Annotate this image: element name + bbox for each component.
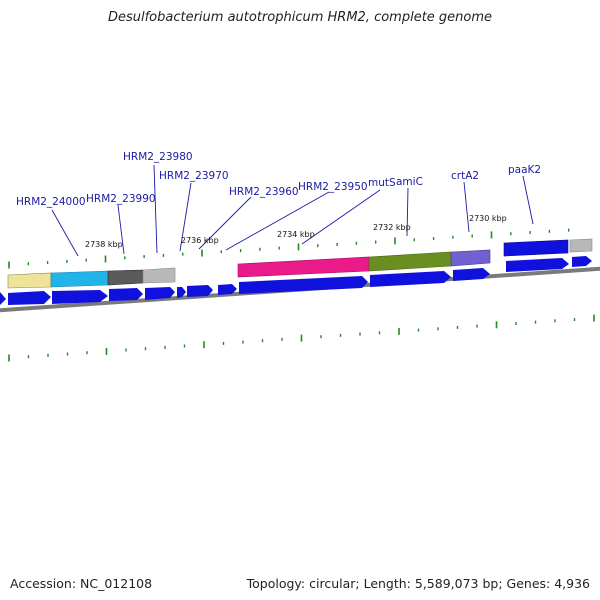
cds-arrow[interactable] [8,291,51,305]
outer-ruler-ticks [8,314,595,362]
leader-line [522,175,534,225]
gene-label[interactable]: HRM2_23970 [159,170,229,182]
leader-line [51,209,79,257]
leader-line [406,187,409,237]
feature-bar-olive[interactable] [368,251,452,272]
feature-bar-khaki[interactable] [7,272,52,289]
cds-arrow[interactable] [145,287,175,300]
gene-label[interactable]: paaK2 [508,164,541,176]
gene-label[interactable]: HRM2_23960 [229,186,299,198]
ruler-labels: 2738 kbp 2736 kbp 2734 kbp 2732 kbp 2730… [85,214,507,249]
leader-line [301,189,381,245]
gene-label[interactable]: HRM2_23990 [86,193,156,205]
feature-track-colored [7,238,593,289]
leader-line [117,204,125,255]
cds-arrow[interactable] [572,256,592,267]
leader-line [225,191,330,251]
leader-line [463,181,470,233]
gene-label[interactable]: HRM2_23950 [298,181,368,193]
kbp-label: 2732 kbp [373,223,411,232]
gene-labels: HRM2_24000 HRM2_23990 HRM2_23980 HRM2_23… [16,151,541,208]
cds-arrow[interactable] [109,288,143,301]
kbp-label: 2738 kbp [85,240,123,249]
leader-line [198,196,252,250]
feature-bar-purple[interactable] [450,249,491,267]
accession-label: Accession: NC_012108 [10,576,153,591]
gene-label[interactable]: crtA2 [451,170,479,182]
leader-line [153,164,158,254]
cds-arrow[interactable] [177,287,186,298]
kbp-label: 2736 kbp [181,236,219,245]
feature-bar-lightgray-right[interactable] [569,238,593,253]
leader-line [179,182,192,252]
feature-bar-lightgray[interactable] [142,267,176,284]
cds-arrow[interactable] [453,268,490,281]
topology-label: Topology: circular; Length: 5,589,073 bp… [246,576,590,591]
cds-arrow[interactable] [0,292,6,305]
gene-leader-lines [51,164,534,257]
cds-arrow[interactable] [218,284,237,295]
gene-label[interactable]: HRM2_24000 [16,196,86,208]
inner-ruler-ticks [8,228,570,269]
cds-arrow[interactable] [187,285,213,297]
map-title: Desulfobacterium autotrophicum HRM2, com… [107,10,493,25]
cds-arrow[interactable] [506,258,569,272]
cds-arrow[interactable] [52,290,108,304]
feature-bar-blue-upper[interactable] [503,239,569,257]
cds-track [0,256,592,305]
cds-arrow[interactable] [370,271,451,287]
gene-label[interactable]: mutS [368,177,396,189]
gene-label[interactable]: HRM2_23980 [123,151,193,163]
gene-label[interactable]: amiC [396,176,423,188]
kbp-label: 2734 kbp [277,230,315,239]
feature-bar-magenta[interactable] [237,256,370,278]
feature-bar-darkgray[interactable] [107,269,144,286]
kbp-label: 2730 kbp [469,214,507,223]
feature-bar-cyan[interactable] [50,270,109,288]
cds-arrow[interactable] [239,276,368,294]
